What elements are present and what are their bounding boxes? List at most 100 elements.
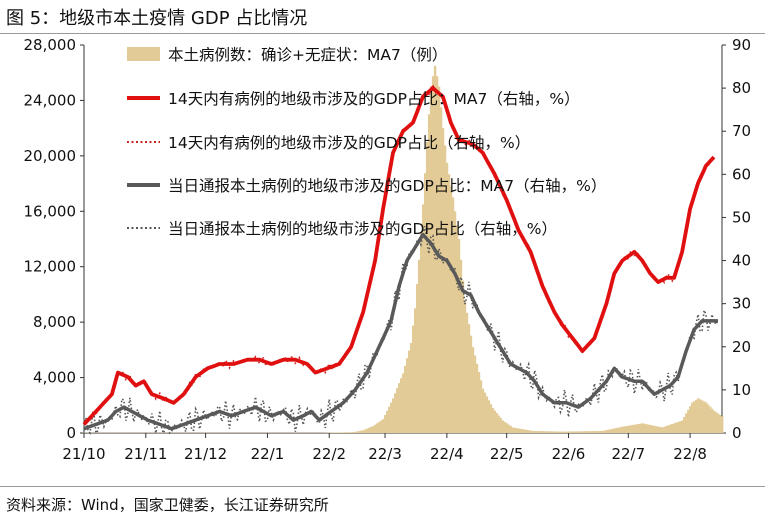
case-bar	[427, 114, 431, 434]
right-tick-label: 20	[732, 338, 751, 356]
case-bar	[483, 392, 487, 433]
case-bar	[463, 301, 467, 433]
case-bar	[467, 324, 471, 433]
case-bar	[645, 424, 648, 433]
left-tick-label: 16,000	[24, 202, 77, 220]
case-bar	[575, 431, 578, 433]
case-bar	[639, 423, 642, 433]
case-bar	[497, 415, 501, 433]
x-tick-label: 21/11	[124, 445, 167, 463]
case-bar	[368, 427, 371, 433]
case-bar	[384, 414, 387, 433]
case-bar	[655, 426, 658, 433]
case-bar	[523, 429, 527, 433]
case-bar	[413, 308, 417, 433]
case-bar	[571, 431, 574, 433]
case-bar	[485, 396, 489, 433]
case-bar	[665, 426, 668, 433]
case-bar	[453, 211, 457, 433]
case-bar	[653, 425, 656, 433]
case-bar	[537, 431, 540, 433]
case-bar	[673, 423, 676, 433]
case-bar	[599, 430, 602, 433]
case-bar	[615, 428, 618, 433]
x-tick-label: 22/8	[673, 445, 707, 463]
case-bar	[563, 431, 566, 433]
case-bar	[559, 431, 562, 433]
case-bar	[409, 342, 413, 433]
case-bar	[441, 128, 445, 433]
right-tick-label: 40	[732, 252, 751, 270]
case-bar	[429, 86, 433, 434]
case-bar	[721, 416, 724, 433]
case-bar	[407, 350, 411, 433]
case-bar	[567, 431, 570, 433]
series-lines	[82, 83, 719, 436]
x-tick-label: 21/10	[62, 445, 105, 463]
right-tick-label: 0	[732, 424, 742, 442]
case-bar	[336, 432, 339, 433]
case-bar	[503, 421, 507, 433]
case-bar	[378, 421, 381, 433]
case-bar	[350, 432, 353, 433]
case-bar	[531, 430, 534, 433]
case-bar	[601, 430, 604, 433]
x-tick-label: 22/3	[368, 445, 402, 463]
legend-label: 当日通报本土病例的地级市涉及的GDP占比：MA7（右轴，%）	[168, 177, 606, 195]
case-bar	[711, 408, 714, 433]
right-tick-label: 50	[732, 208, 751, 226]
case-bar	[527, 430, 531, 433]
case-bar	[344, 432, 347, 433]
case-bar	[348, 432, 351, 433]
top-rule	[0, 33, 765, 34]
case-bar	[405, 358, 409, 433]
case-bar	[621, 426, 624, 433]
case-bar	[425, 142, 429, 433]
gray-ma7-line	[83, 232, 718, 431]
case-bar	[473, 355, 477, 433]
case-bar	[505, 423, 509, 433]
case-bar	[390, 402, 393, 433]
case-bar	[489, 404, 493, 433]
case-bar	[491, 408, 495, 433]
case-bar	[641, 423, 644, 433]
case-bar	[376, 423, 379, 433]
case-bar	[649, 424, 652, 433]
case-bar	[338, 432, 341, 433]
case-bar	[583, 431, 586, 433]
case-bar	[539, 431, 542, 433]
case-bar	[509, 426, 513, 433]
case-bar	[551, 431, 554, 433]
source-note: 资料来源：Wind，国家卫健委，长江证券研究所	[6, 496, 329, 514]
case-bar	[501, 420, 505, 433]
case-bar	[388, 406, 391, 433]
case-bar	[513, 427, 517, 433]
case-bar	[439, 107, 443, 433]
case-bar	[651, 425, 654, 433]
case-bar	[679, 421, 682, 433]
case-bar	[667, 425, 670, 433]
x-tick-label: 22/7	[611, 445, 645, 463]
case-bar	[595, 431, 598, 433]
case-bar	[541, 431, 544, 433]
case-bar	[525, 429, 529, 433]
case-bar	[587, 431, 590, 433]
case-bar	[493, 410, 497, 433]
case-bar	[495, 413, 499, 433]
case-bar	[419, 232, 423, 433]
case-bar	[479, 380, 483, 433]
case-bar	[619, 427, 622, 433]
case-bar	[415, 284, 419, 433]
case-bar	[394, 393, 397, 433]
case-bar	[695, 399, 698, 433]
case-bar	[661, 427, 664, 433]
case-bar	[613, 428, 616, 433]
right-tick-label: 90	[732, 36, 751, 54]
case-bar	[447, 174, 451, 434]
case-bar	[705, 402, 708, 433]
case-bar	[445, 162, 449, 434]
x-tick-label: 22/6	[552, 445, 586, 463]
case-bar	[400, 378, 403, 433]
case-bar	[633, 424, 636, 433]
case-bar	[647, 424, 650, 433]
